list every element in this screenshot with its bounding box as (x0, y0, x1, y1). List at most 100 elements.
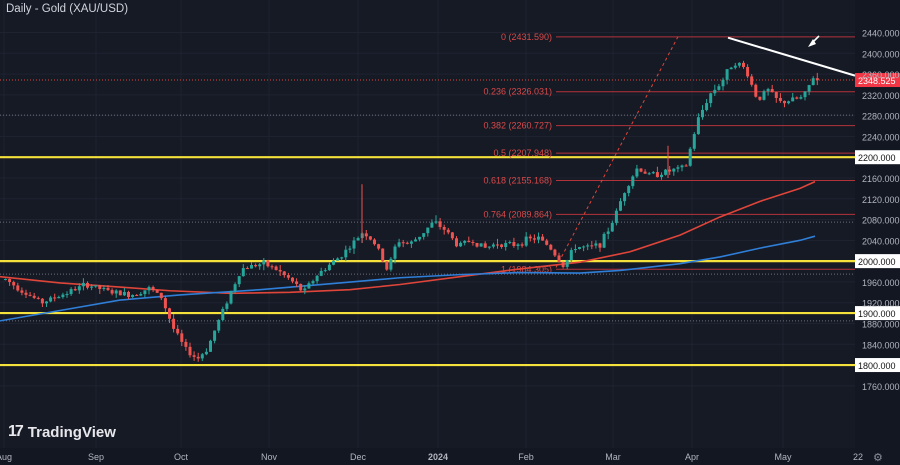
candle-body (758, 96, 762, 100)
candle-body (163, 298, 167, 309)
current-price-tag (855, 73, 900, 88)
candle-body (286, 275, 290, 278)
candle-body (282, 271, 286, 276)
candle-body (114, 290, 118, 294)
candle-body (364, 233, 368, 237)
level-label: 1800.000 (858, 361, 896, 371)
candle-body (65, 294, 69, 296)
candle-body (389, 258, 393, 270)
candle-body (274, 266, 278, 271)
candle-body (299, 283, 303, 291)
candle-body (340, 257, 344, 259)
y-tick-label: 2360.000 (862, 70, 900, 80)
candle-body (475, 242, 479, 247)
candle-body (783, 100, 786, 104)
candle-body (598, 243, 602, 248)
candle-body (278, 270, 282, 272)
y-tick-label: 1880.000 (862, 319, 900, 329)
candle-body (655, 172, 659, 178)
candle-body (815, 78, 819, 81)
series-trendline (727, 36, 856, 77)
candle-body (53, 297, 57, 299)
candle-body (746, 67, 750, 77)
candle-body (709, 93, 713, 104)
candle-body (639, 168, 643, 172)
candle-body (213, 330, 217, 341)
x-tick-label: 22 (853, 452, 863, 462)
candle-body (623, 193, 627, 202)
candle-body (409, 241, 413, 244)
candle-body (86, 282, 89, 288)
candle-body (229, 291, 233, 304)
dotted-levels: 2348.525 (0, 73, 900, 322)
candle-body (471, 242, 475, 244)
arrow-annotation-icon (808, 35, 820, 47)
fib-label: 0 (2431.590) (501, 32, 552, 42)
level-label: 2000.000 (858, 257, 896, 267)
candle-body (573, 249, 577, 251)
candle-body (393, 246, 397, 259)
candle-body (323, 270, 327, 272)
candle-body (569, 250, 573, 261)
candle-body (803, 91, 807, 98)
candle-body (561, 261, 565, 267)
candle-body (61, 294, 65, 298)
candle-body (377, 244, 381, 249)
candle-body (245, 268, 249, 270)
candle-body (143, 290, 147, 295)
candles (4, 60, 819, 362)
candle-body (110, 290, 114, 294)
arrow-head (808, 39, 816, 47)
candle-body (430, 222, 434, 228)
candle-body (90, 286, 94, 288)
candle-body (405, 242, 409, 244)
candle-body (73, 289, 77, 291)
candle-body (565, 260, 569, 267)
fib-label: 0.236 (2326.031) (483, 87, 552, 97)
level-tag (855, 358, 900, 373)
candle-body (270, 266, 274, 268)
candle-body (295, 281, 299, 284)
candle-body (672, 168, 676, 172)
candle-body (102, 287, 106, 290)
x-tick-label: Nov (261, 452, 278, 462)
candle-body (196, 356, 200, 359)
y-tick-label: 2280.000 (862, 112, 900, 122)
candle-body (520, 244, 524, 246)
plot-background (0, 0, 855, 448)
tradingview-logo-icon: 17 (8, 423, 24, 440)
candle-body (385, 261, 389, 270)
candle-body (438, 221, 442, 227)
fib-label: 0.382 (2260.727) (483, 121, 552, 131)
candle-body (692, 134, 696, 149)
candle-body (135, 294, 139, 296)
candle-body (705, 103, 709, 110)
candle-body (122, 292, 126, 296)
current-price-label: 2348.525 (858, 76, 896, 86)
candle-body (500, 244, 504, 247)
candle-body (434, 221, 438, 223)
candle-body (729, 67, 733, 70)
candle-body (635, 168, 639, 177)
candle-body (717, 86, 721, 90)
x-tick-label: Dec (350, 452, 367, 462)
candle-body (98, 285, 102, 290)
candle-body (619, 201, 622, 211)
candle-body (754, 84, 758, 97)
candle-body (32, 295, 36, 298)
goto-icon[interactable]: ⚙ (873, 452, 883, 464)
candle-body (696, 117, 700, 135)
candle-body (291, 277, 294, 282)
candle-body (701, 109, 704, 118)
candle-body (180, 333, 184, 342)
candle-body (778, 97, 782, 101)
candle-body (344, 249, 348, 258)
candle-body (610, 222, 614, 232)
level-tag (855, 150, 900, 165)
fib-label: 0.764 (2089.864) (483, 209, 552, 219)
candle-body (491, 244, 495, 247)
candle-body (762, 91, 766, 100)
candle-body (176, 328, 180, 334)
candle-body (651, 172, 655, 174)
